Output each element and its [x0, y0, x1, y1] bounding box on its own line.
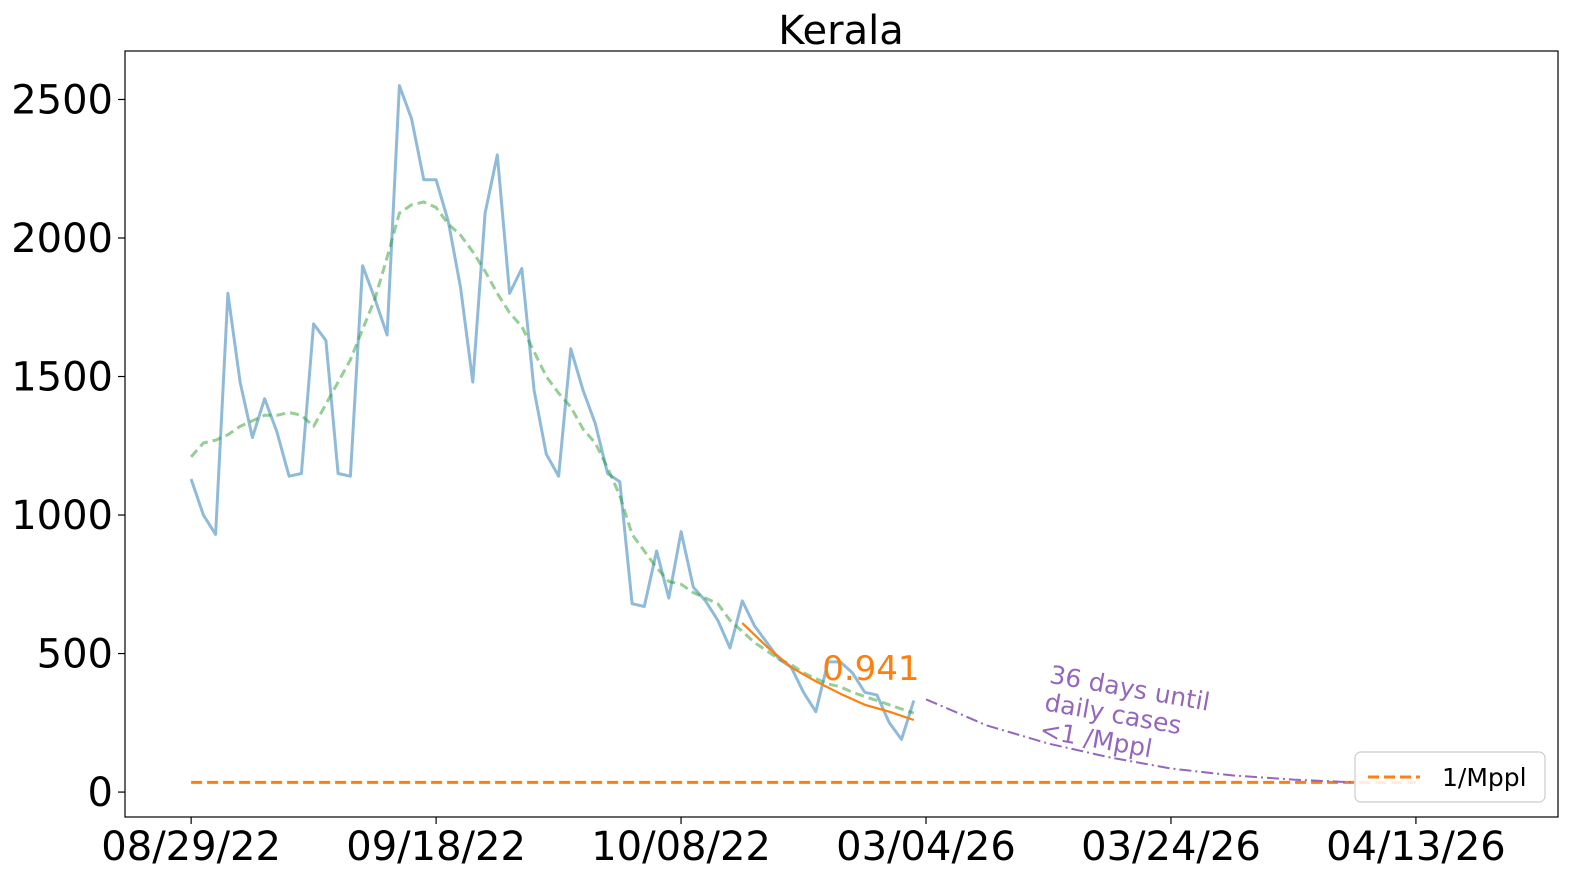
- y-tick-label: 1000: [11, 493, 113, 539]
- series-line-fit: [741, 622, 915, 722]
- x-tick-label: 10/08/22: [591, 824, 771, 870]
- legend: 1/Mppl: [1354, 751, 1546, 803]
- chart-title: Kerala: [778, 8, 903, 54]
- x-tick-label: 08/29/22: [101, 824, 281, 870]
- plot-frame: [124, 50, 1559, 818]
- decay-ratio-label: 0.941: [822, 649, 919, 689]
- x-tick-label: 03/24/26: [1081, 824, 1261, 870]
- x-tick-label: 03/04/26: [836, 824, 1016, 870]
- y-tick-label: 500: [37, 632, 113, 678]
- x-axis: 08/29/22 09/18/22 10/08/22 03/04/26 03/24/26…: [101, 817, 1506, 870]
- series-line-projection: [925, 698, 1355, 784]
- y-tick-label: 0: [88, 770, 113, 816]
- annotation-layer: 0.941 36 days until daily cases <1 /Mppl: [822, 649, 1220, 773]
- legend-box: [1354, 751, 1546, 803]
- legend-label-threshold: 1/Mppl: [1442, 763, 1527, 792]
- projection-annotation: 36 days until daily cases <1 /Mppl: [1038, 660, 1220, 773]
- series-line-daily: [189, 84, 916, 741]
- series-layer: [189, 84, 1416, 784]
- y-tick-label: 1500: [11, 355, 113, 401]
- y-tick-label: 2500: [11, 77, 113, 123]
- x-tick-label: 04/13/26: [1326, 824, 1506, 870]
- y-tick-label: 2000: [11, 216, 113, 262]
- x-tick-label: 09/18/22: [346, 824, 526, 870]
- series-line-smoothed: [189, 200, 915, 715]
- y-axis: 0 500 1000 1500 2000 2500: [11, 77, 125, 816]
